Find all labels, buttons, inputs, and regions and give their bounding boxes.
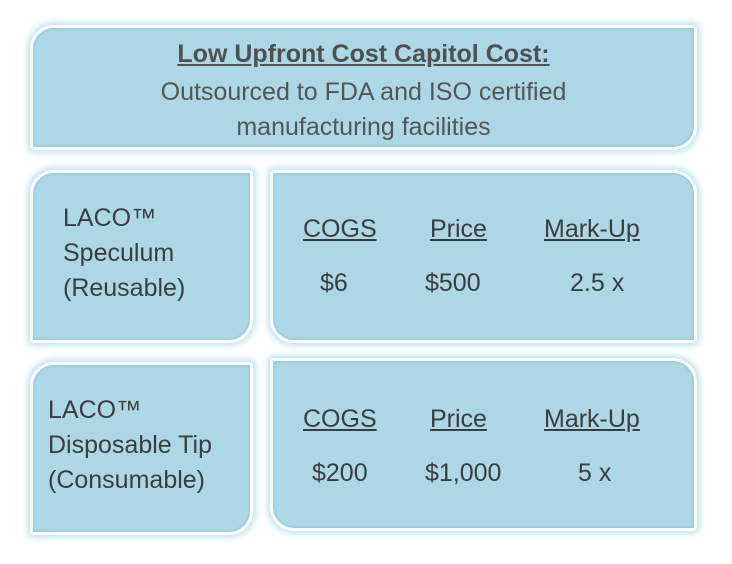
product-type: Disposable Tip	[48, 431, 212, 459]
markup-value: 5 x	[578, 459, 612, 487]
price-value: $1,000	[425, 459, 502, 487]
product-category: (Reusable)	[63, 274, 186, 302]
cogs-value: $6	[320, 269, 348, 297]
header-box: Low Upfront Cost Capitol Cost: Outsource…	[30, 25, 697, 150]
product-label-disposable-tip: LACO™ Disposable Tip (Consumable)	[48, 393, 212, 498]
cogs-value: $200	[312, 459, 368, 487]
cogs-header: COGS	[303, 405, 377, 433]
product-type: Speculum	[63, 239, 175, 267]
price-header: Price	[430, 215, 487, 243]
markup-header: Mark-Up	[544, 215, 640, 243]
price-value: $500	[425, 269, 481, 297]
markup-header: Mark-Up	[544, 405, 640, 433]
product-name: LACO™	[48, 396, 142, 424]
header-title: Low Upfront Cost Capitol Cost:	[177, 40, 550, 68]
product-label-speculum: LACO™ Speculum (Reusable)	[63, 201, 185, 306]
product-label-box-disposable-tip: LACO™ Disposable Tip (Consumable)	[30, 362, 253, 535]
product-label-box-speculum: LACO™ Speculum (Reusable)	[30, 170, 253, 343]
metrics-box-disposable-tip: COGS Price Mark-Up $200 $1,000 5 x	[270, 358, 697, 531]
metrics-box-speculum: COGS Price Mark-Up $6 $500 2.5 x	[270, 170, 697, 343]
header-subtitle: Outsourced to FDA and ISO certified manu…	[160, 78, 567, 141]
product-category: (Consumable)	[48, 466, 206, 494]
markup-value: 2.5 x	[570, 269, 625, 297]
product-name: LACO™	[63, 204, 157, 232]
price-header: Price	[430, 405, 487, 433]
cogs-header: COGS	[303, 215, 377, 243]
